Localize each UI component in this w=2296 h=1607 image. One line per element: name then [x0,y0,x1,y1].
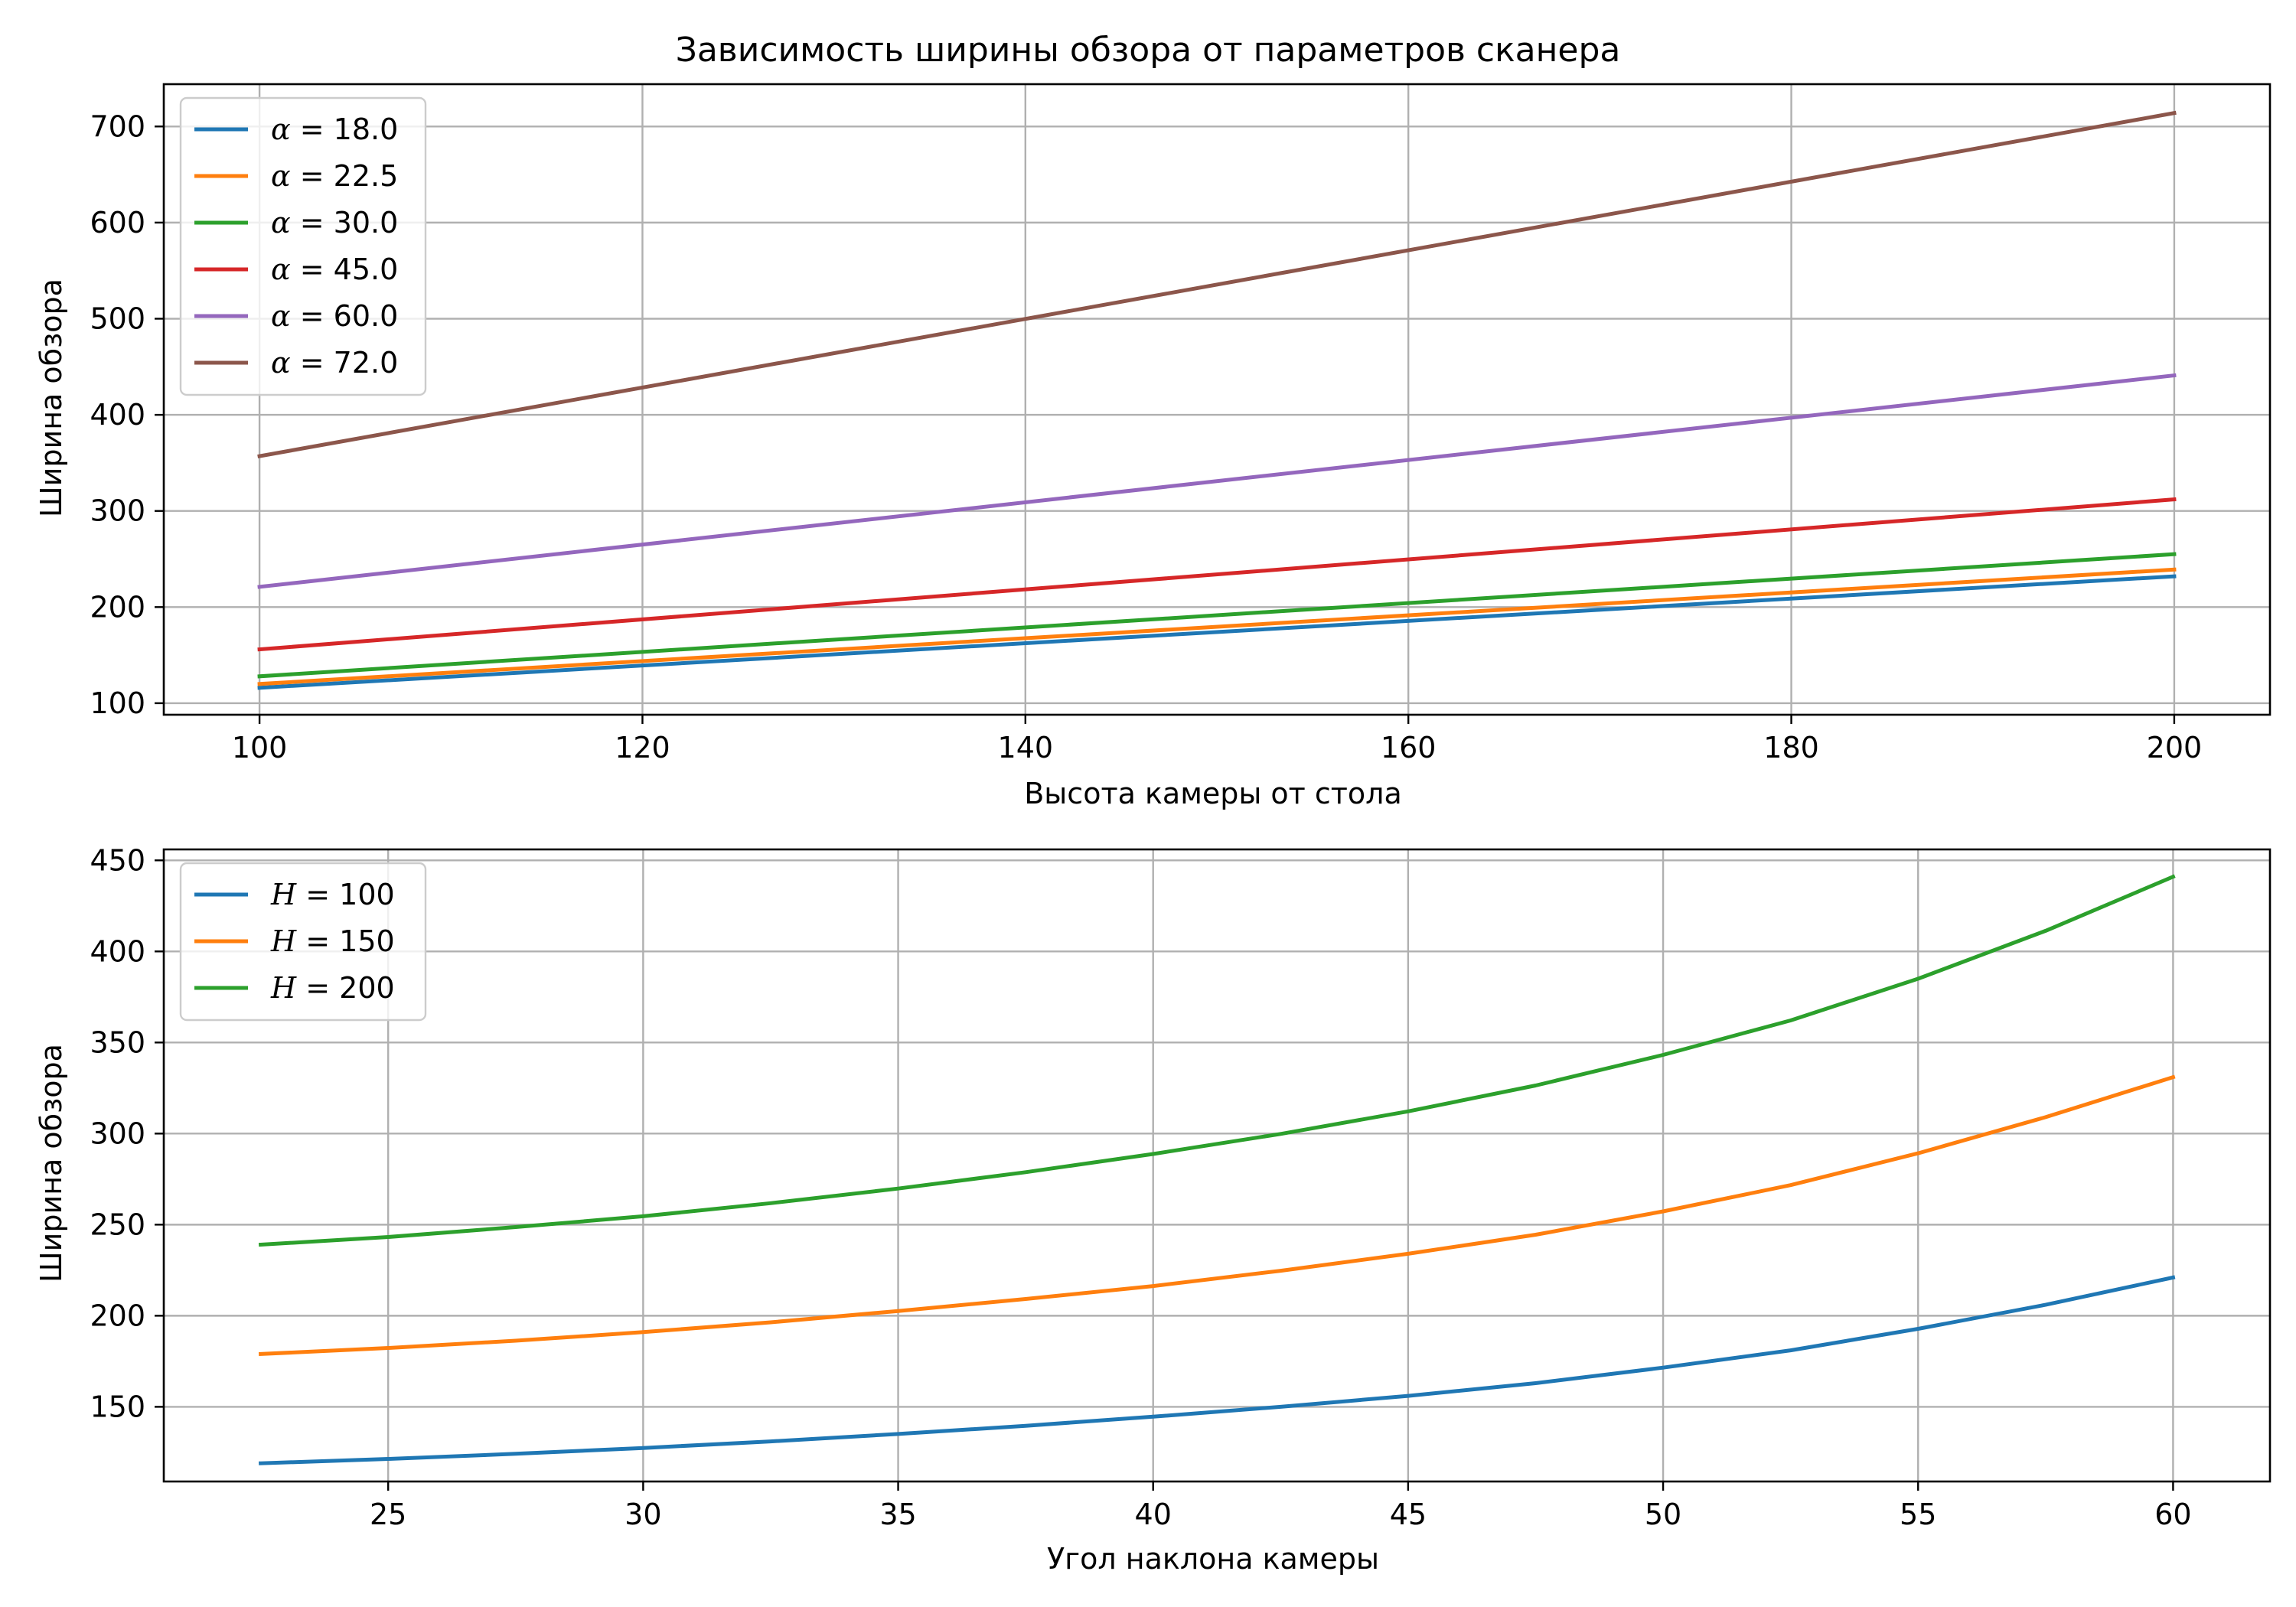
plot-0-series-line-5 [257,110,2177,459]
plot-0-series-line-1 [257,567,2177,686]
plot-0-y-tick-label-4: 500 [90,302,145,335]
plot-1-x-tick-label-3: 40 [1135,1498,1172,1531]
plot-0-legend-label-5: α = 72.0 [271,346,398,380]
plot-0-x-tick-label-4: 180 [1763,731,1819,764]
plot-0-legend-label-2: α = 30.0 [271,206,398,240]
plot-0-x-tick-label-1: 120 [615,731,670,764]
plot-0-x-tick-label-2: 140 [998,731,1054,764]
plot-1-x-tick-label-0: 25 [370,1498,406,1531]
plot-1-y-tick-label-2: 250 [90,1208,145,1241]
plot-1-y-tick-label-1: 200 [90,1299,145,1332]
plot-1-legend-label-0: H = 100 [270,878,395,911]
plot-1-frame [162,848,2272,1483]
plot-0-series-line-0 [257,574,2177,690]
plot-1-y-tick-label-6: 450 [90,843,145,877]
plot-1-legend-label-1: H = 150 [270,924,395,958]
plot-1-legend-label-2: H = 200 [270,971,395,1005]
plot-1-x-tick-label-7: 60 [2154,1498,2191,1531]
plot-1-y-tick-label-3: 300 [90,1116,145,1150]
plot-angle-vs-width: Угол наклона камеры Ширина обзора 25 30 35… [34,843,2272,1576]
plot-1-series-line-1 [258,1074,2176,1357]
plot-1-y-tick-label-5: 400 [90,934,145,968]
plot-0-legend-label-0: α = 18.0 [271,112,398,146]
plot-0-x-tick-label-0: 100 [232,731,288,764]
plot-1-legend [179,862,427,1022]
plot-0-y-tick-label-5: 600 [90,206,145,240]
plot-0-x-tick-label-3: 160 [1381,731,1437,764]
plot-1-x-tick-label-1: 30 [625,1498,661,1531]
plot-0-legend-label-4: α = 60.0 [271,299,398,333]
plot-0-y-tick-label-2: 300 [90,494,145,528]
plot-height-vs-width: Высота камеры от стола Ширина обзора 100… [34,83,2272,810]
plot-0-series-line-3 [257,497,2177,652]
plot-0-legend-label-3: α = 45.0 [271,253,398,286]
plot-1-y-axis-label: Ширина обзора [34,1044,68,1283]
plot-0-series-line-2 [257,552,2177,679]
plot-0-y-tick-label-1: 200 [90,590,145,624]
plot-1-y-tick-label-0: 150 [90,1390,145,1423]
plot-0-legend-label-1: α = 22.5 [271,159,398,193]
figure-title: Зависимость ширины обзора от параметров … [676,31,1621,70]
plot-0-y-tick-label-3: 400 [90,398,145,432]
plot-1-series-line-0 [259,1275,2176,1465]
plot-1-x-tick-label-6: 55 [1900,1498,1936,1531]
plot-0-frame [162,83,2272,716]
plot-0-y-tick-label-6: 700 [90,109,145,143]
plot-1-x-axis-label: Угол наклона камеры [1047,1542,1379,1576]
plot-0-x-tick-label-5: 200 [2147,731,2203,764]
plot-0-x-axis-label: Высота камеры от стола [1024,777,1402,810]
plot-1-x-tick-label-2: 35 [879,1498,916,1531]
plot-1-x-tick-label-5: 50 [1645,1498,1681,1531]
plot-1-y-tick-label-4: 350 [90,1025,145,1059]
plot-1-series-line-2 [258,874,2176,1247]
plot-0-series-line-4 [257,373,2177,589]
plot-0-y-axis-label: Ширина обзора [34,279,68,517]
plot-0-y-tick-label-0: 100 [90,686,145,720]
plot-1-x-tick-label-4: 45 [1390,1498,1427,1531]
plot-0-legend [179,96,427,396]
